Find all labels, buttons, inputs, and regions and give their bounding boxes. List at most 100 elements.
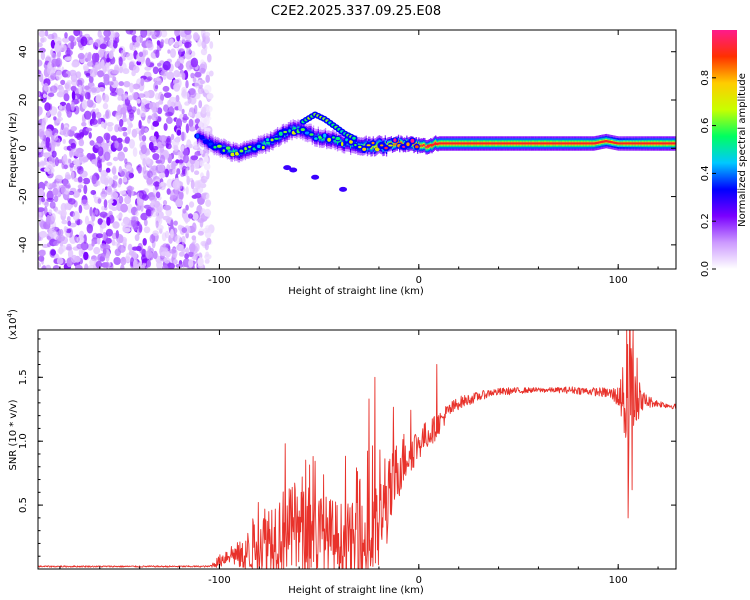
- noise-blob: [127, 125, 131, 135]
- noise-blob: [103, 132, 111, 141]
- noise-blob: [190, 163, 195, 173]
- noise-blob: [55, 209, 62, 214]
- noise-blob: [142, 158, 147, 167]
- ridge-blob-core: [332, 136, 335, 139]
- noise-blob: [100, 193, 106, 200]
- noise-blob: [93, 246, 101, 255]
- noise-blob: [181, 72, 186, 80]
- ridge-blob-core: [345, 138, 348, 142]
- noise-blob: [171, 163, 176, 170]
- noise-blob: [189, 243, 196, 253]
- noise-blob: [114, 140, 119, 149]
- noise-blob: [89, 140, 95, 146]
- noise-blob: [47, 92, 55, 98]
- noise-blob: [184, 253, 190, 260]
- noise-blob: [99, 43, 107, 50]
- noise-blob: [83, 234, 87, 244]
- ridge-blob-core: [256, 144, 261, 149]
- noise-blob: [135, 245, 142, 252]
- noise-blob: [70, 142, 77, 149]
- noise-blob: [60, 202, 67, 212]
- noise-blob: [71, 254, 78, 264]
- noise-blob: [100, 121, 105, 128]
- noise-blob: [112, 76, 117, 82]
- ridge-blob-core: [354, 143, 357, 147]
- noise-blob: [103, 36, 111, 41]
- noise-blob: [144, 66, 152, 71]
- noise-blob: [88, 75, 94, 84]
- noise-blob: [38, 255, 45, 262]
- noise-blob: [119, 190, 126, 195]
- noise-blob: [131, 216, 139, 224]
- noise-blob: [76, 236, 85, 244]
- noise-blob: [91, 52, 98, 63]
- noise-blob: [159, 172, 166, 179]
- noise-blob: [194, 243, 200, 252]
- noise-blob: [206, 92, 214, 100]
- noise-blob: [93, 65, 98, 73]
- noise-blob: [133, 222, 138, 231]
- noise-blob: [174, 41, 179, 48]
- noise-blob: [185, 80, 189, 89]
- snr-y-multiplier: (x104): [6, 309, 19, 340]
- noise-blob: [152, 66, 159, 75]
- noise-blob: [85, 127, 93, 132]
- noise-blob: [110, 79, 119, 89]
- noise-blob: [83, 251, 89, 261]
- noise-blob: [103, 73, 110, 82]
- noise-blob: [38, 212, 42, 218]
- noise-blob: [170, 228, 174, 239]
- ridge-blob-core: [384, 146, 388, 150]
- x-tick-label: -100: [208, 275, 231, 286]
- noise-blob: [46, 147, 52, 152]
- noise-blob: [46, 214, 51, 225]
- noise-blob: [111, 167, 117, 175]
- noise-blob: [204, 127, 211, 132]
- noise-blob: [155, 49, 160, 58]
- noise-blob: [76, 79, 83, 88]
- noise-blob: [43, 82, 49, 92]
- noise-blob: [46, 190, 54, 201]
- noise-blob: [157, 107, 163, 115]
- noise-blob: [167, 99, 172, 107]
- noise-blob: [84, 92, 91, 100]
- noise-blob: [156, 40, 161, 46]
- noise-blob: [146, 259, 152, 268]
- noise-blob: [82, 177, 91, 185]
- noise-blob: [46, 110, 51, 117]
- noise-blob: [106, 216, 111, 226]
- noise-blob: [91, 212, 96, 222]
- noise-blob: [80, 36, 88, 47]
- noise-blob: [62, 127, 70, 137]
- noise-blob: [135, 211, 139, 217]
- ridge-blob-core: [314, 137, 318, 140]
- noise-blob: [187, 251, 195, 258]
- ridge-segment: [394, 143, 396, 146]
- isolated-blob: [339, 186, 348, 192]
- noise-blob: [117, 244, 126, 253]
- noise-blob: [164, 168, 170, 178]
- noise-blob: [111, 69, 119, 74]
- noise-blob: [183, 154, 189, 164]
- noise-blob: [181, 91, 190, 99]
- noise-blob: [169, 249, 177, 254]
- noise-blob: [140, 144, 147, 155]
- noise-blob: [205, 193, 210, 200]
- ridge-blob-core: [341, 141, 344, 147]
- noise-blob: [132, 83, 141, 90]
- noise-blob: [175, 263, 184, 268]
- noise-blob: [105, 254, 110, 262]
- noise-blob: [69, 222, 77, 228]
- ridge-blob-core: [261, 145, 265, 150]
- noise-blob: [203, 31, 211, 38]
- noise-blob: [155, 220, 159, 228]
- noise-blob: [71, 71, 76, 78]
- ridge-blob-core: [278, 131, 283, 136]
- ridge-segment: [336, 141, 339, 144]
- noise-blob: [173, 227, 178, 234]
- noise-blob: [71, 90, 76, 101]
- noise-blob: [205, 199, 212, 207]
- noise-blob: [91, 159, 97, 165]
- noise-blob: [51, 213, 56, 222]
- noise-blob: [153, 82, 159, 92]
